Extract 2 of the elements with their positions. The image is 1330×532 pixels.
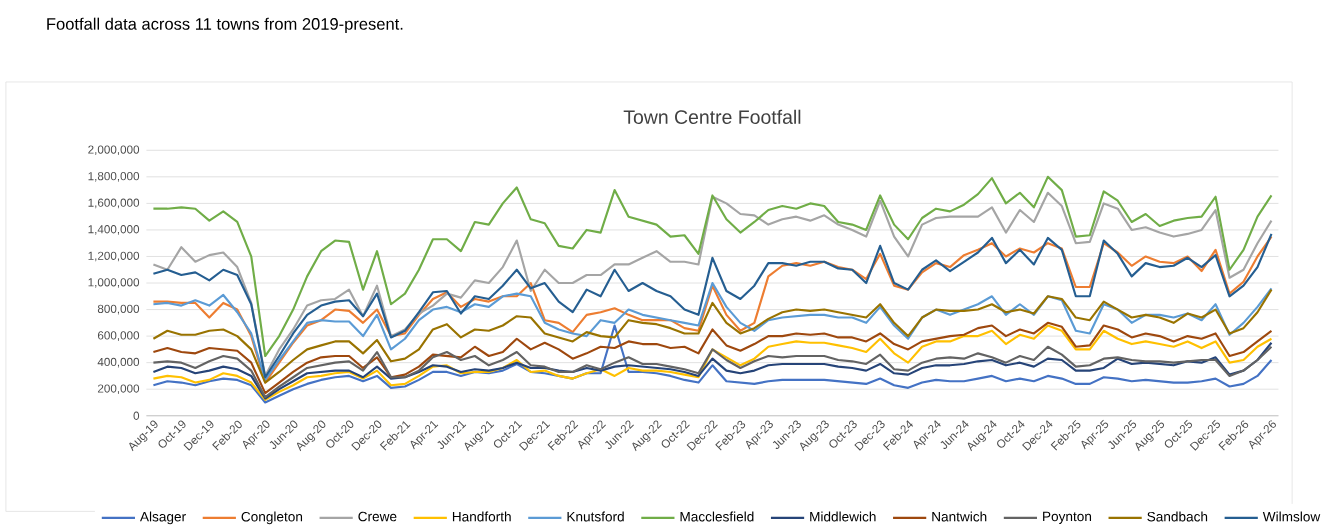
chart-title: Town Centre Footfall — [623, 109, 801, 124]
text: Footfall data across 11 towns from 2019-present. — [47, 17, 403, 34]
